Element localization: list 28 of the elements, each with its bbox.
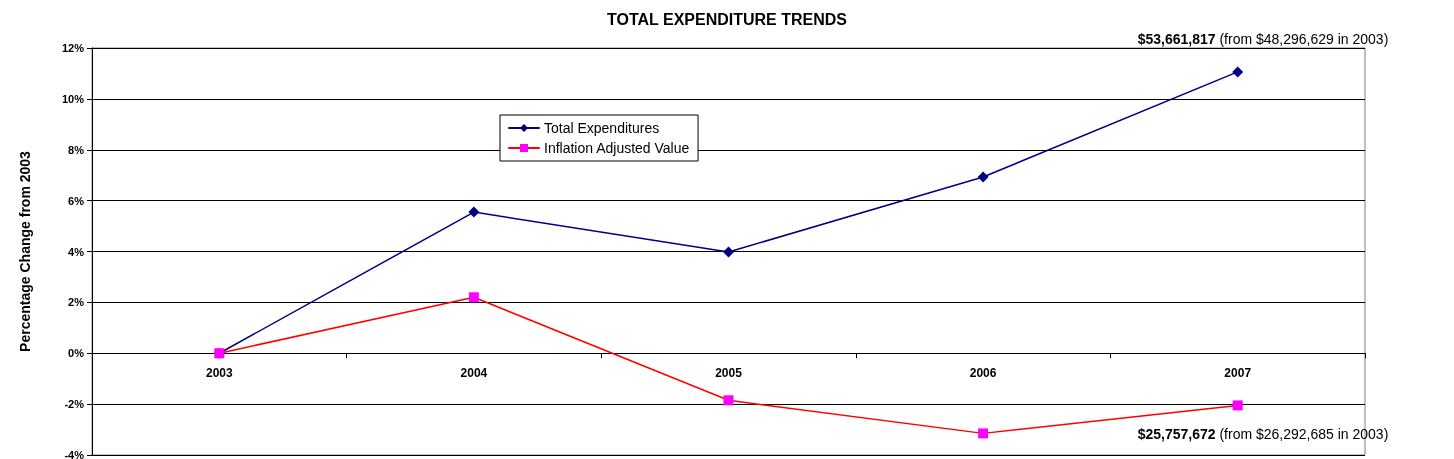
point	[723, 246, 734, 258]
legend-label: Inflation Adjusted Value	[544, 140, 690, 156]
x-tick-label: 2006	[969, 366, 997, 381]
y-tick-label: 6%	[68, 194, 85, 207]
point	[468, 206, 480, 218]
y-tick-label: -4%	[64, 449, 85, 459]
x-tick-label: 2003	[205, 366, 233, 381]
y-tick-label: -2%	[64, 398, 85, 411]
annotation: $25,757,672 (from $26,292,685 in 2003)	[1137, 426, 1389, 443]
point	[977, 171, 989, 183]
point	[1232, 400, 1243, 411]
point	[468, 292, 479, 303]
chart-title: TOTAL EXPENDITURE TRENDS	[606, 10, 848, 28]
point	[978, 428, 989, 439]
legend-label: Total Expenditures	[544, 120, 660, 136]
x-tick-label: 2005	[715, 366, 743, 381]
point	[1232, 66, 1244, 78]
point	[723, 395, 734, 406]
annotation: $53,661,817 (from $48,296,629 in 2003)	[1137, 30, 1389, 47]
y-axis-title: Percentage Change from 2003	[17, 150, 33, 352]
y-tick-label: 10%	[61, 92, 85, 105]
y-tick-label: 8%	[68, 143, 85, 156]
y-tick-label: 12%	[61, 42, 85, 54]
x-tick-label: 2004	[460, 366, 488, 381]
x-tick-label: 2007	[1224, 366, 1252, 381]
y-tick-label: 2%	[68, 296, 85, 309]
y-tick-label: 4%	[68, 245, 85, 258]
y-tick-label: 0%	[68, 347, 85, 360]
